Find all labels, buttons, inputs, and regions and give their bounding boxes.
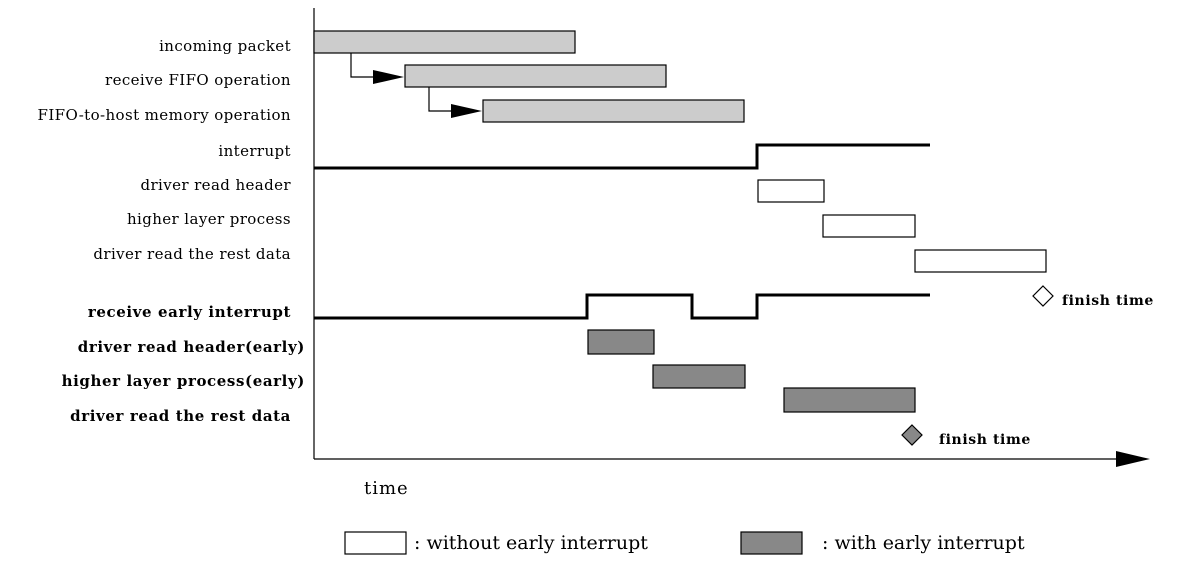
signal-receive-early-interrupt: [314, 293, 930, 320]
signal-interrupt: [314, 143, 930, 170]
bar-driver-read-rest-data: [914, 249, 1047, 273]
label-higher-layer-process: higher layer process: [127, 210, 291, 228]
bar-driver-read-header-early: [587, 329, 655, 355]
label-driver-read-header: driver read header: [140, 176, 291, 194]
arrow-fifo-to-host: [428, 87, 482, 118]
bar-driver-read-header: [757, 179, 825, 203]
label-driver-read-rest-data-early: driver read the rest data: [70, 407, 291, 425]
label-driver-read-rest-data: driver read the rest data: [93, 245, 291, 263]
label-receive-early-interrupt: receive early interrupt: [88, 303, 291, 321]
label-interrupt: interrupt: [218, 142, 291, 160]
label-receive-fifo-operation: receive FIFO operation: [105, 71, 291, 89]
label-incoming-packet: incoming packet: [159, 37, 291, 55]
bar-incoming-packet: [313, 30, 576, 54]
bar-higher-layer-process: [822, 214, 916, 238]
label-higher-layer-process-early: higher layer process(early): [62, 372, 305, 390]
arrow-packet-to-fifo: [350, 53, 404, 84]
row-labels-top: incoming packet receive FIFO operation F…: [38, 37, 292, 263]
time-axis-label: time: [364, 478, 409, 499]
arrow-head-icon: [373, 70, 404, 84]
finish-marker-open-icon: [1032, 285, 1054, 307]
legend-label-without: : without early interrupt: [414, 532, 648, 554]
legend-swatch-without: [344, 531, 407, 555]
legend-swatch-with: [740, 531, 803, 555]
label-driver-read-header-early: driver read header(early): [78, 338, 305, 356]
row-labels-bottom: receive early interrupt driver read head…: [62, 303, 305, 425]
bar-fifo-to-host-memory: [482, 99, 745, 123]
time-axis-arrow-icon: [1116, 451, 1150, 467]
label-fifo-to-host-memory: FIFO-to-host memory operation: [38, 106, 291, 124]
bar-receive-fifo-operation: [404, 64, 667, 88]
legend-label-with: : with early interrupt: [822, 532, 1025, 554]
finish-time-label-bottom: finish time: [939, 432, 1031, 448]
finish-time-label-top: finish time: [1062, 293, 1154, 309]
arrow-head-icon: [451, 104, 482, 118]
finish-marker-filled-icon: [901, 424, 923, 446]
bar-driver-read-rest-data-early: [783, 387, 916, 413]
legend: : without early interrupt : with early i…: [344, 531, 1025, 555]
bar-higher-layer-process-early: [652, 364, 746, 389]
